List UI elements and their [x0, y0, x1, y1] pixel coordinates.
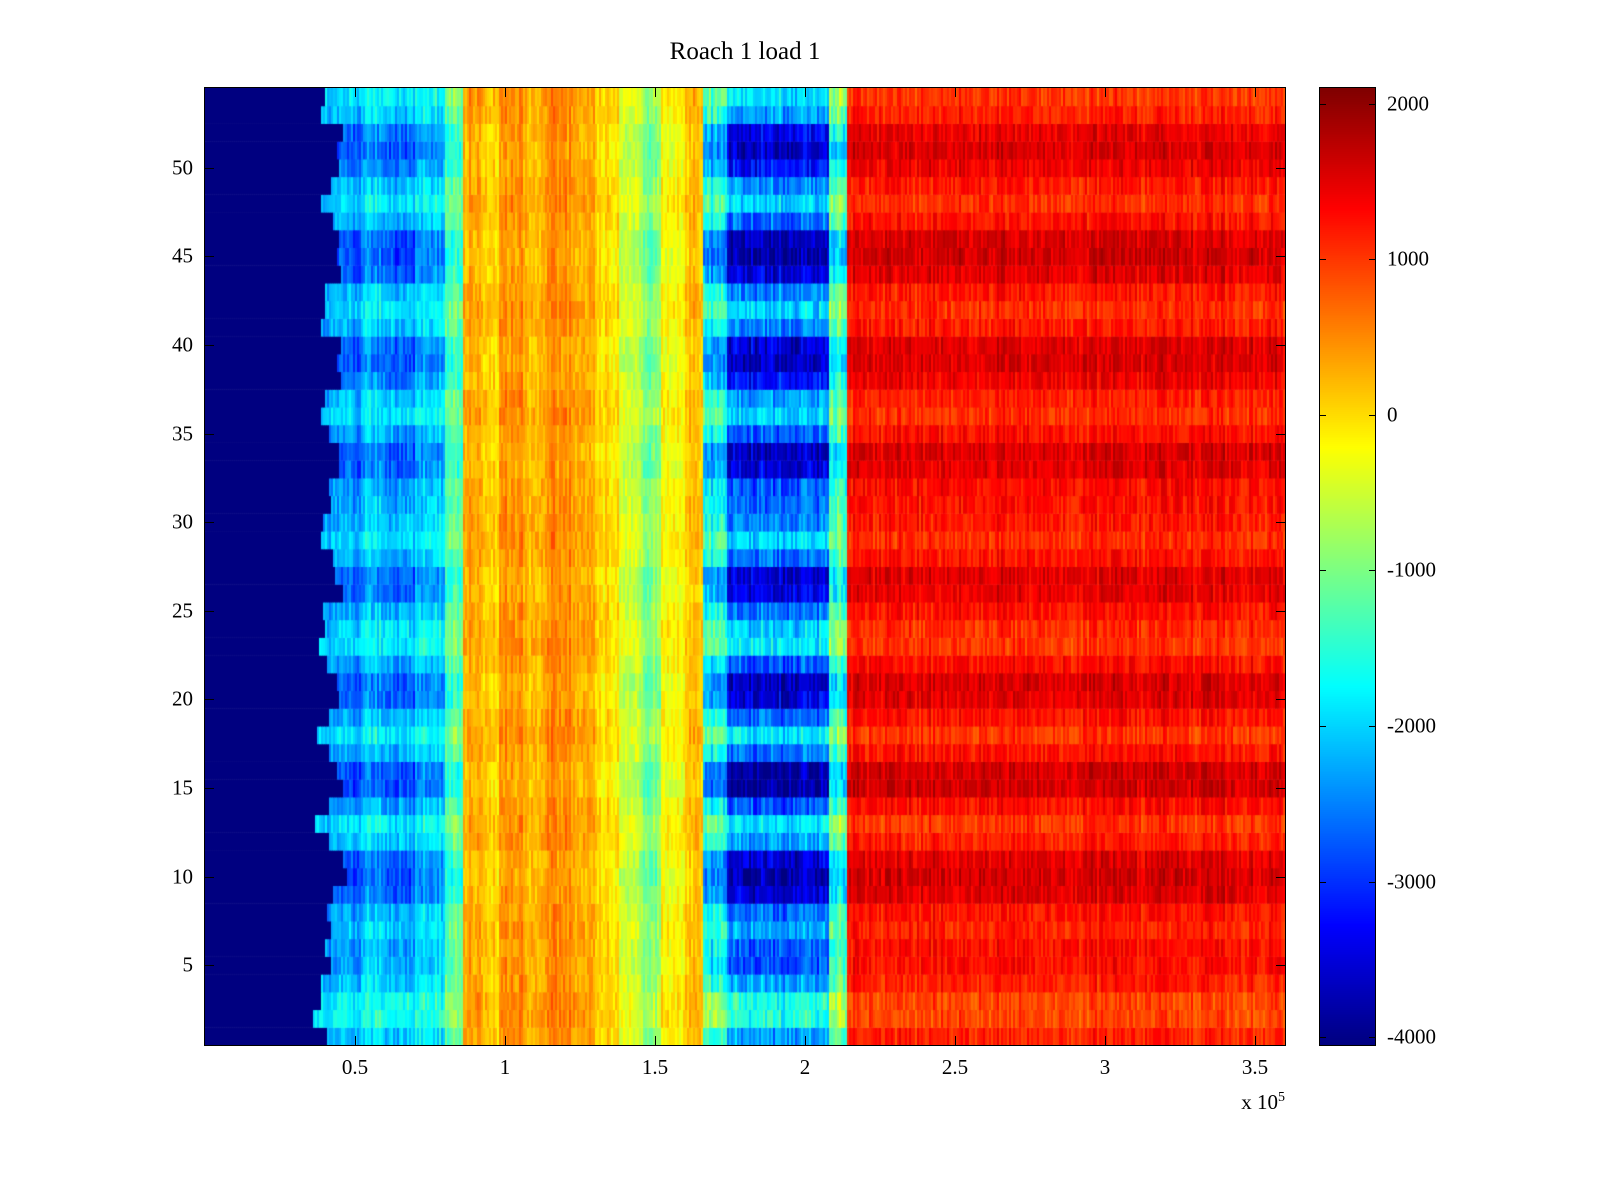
y-tick [1276, 699, 1285, 701]
x-tick [355, 88, 356, 97]
colorbar-tick [1320, 103, 1326, 105]
colorbar-tick-label: -2000 [1387, 713, 1436, 738]
y-tick [205, 256, 214, 258]
y-tick-label: 20 [172, 686, 193, 711]
x-tick [355, 1036, 356, 1045]
y-tick [1276, 876, 1285, 878]
colorbar-tick [1320, 570, 1326, 572]
colorbar-tick [1369, 881, 1375, 883]
x-tick-label: 1.5 [641, 1055, 669, 1079]
y-tick-label: 15 [172, 775, 193, 800]
colorbar-tick-label: 1000 [1387, 246, 1429, 271]
colorbar-canvas [1320, 88, 1375, 1045]
y-tick [205, 699, 214, 701]
colorbar-tick [1320, 726, 1326, 727]
x-tick-label: 1 [499, 1055, 511, 1079]
y-tick [1276, 167, 1285, 169]
x-axis-exponent: x 105 [1241, 1090, 1285, 1115]
heatmap-canvas [205, 88, 1285, 1045]
colorbar-tick [1320, 259, 1326, 261]
colorbar-tick-label: 2000 [1387, 91, 1429, 116]
y-tick [205, 876, 214, 878]
x-tick [955, 1036, 956, 1045]
y-tick [205, 610, 214, 612]
x-tick-label: 0.5 [341, 1055, 369, 1079]
y-tick [205, 167, 214, 169]
y-tick-label: 50 [172, 155, 193, 180]
y-tick [205, 965, 214, 967]
x-tick-label: 2.5 [941, 1055, 969, 1079]
x-exponent-value: 5 [1278, 1090, 1285, 1105]
plot-border [204, 87, 1286, 1046]
y-tick-label: 35 [172, 421, 193, 446]
colorbar-tick [1369, 726, 1375, 727]
y-tick-label: 5 [182, 952, 194, 977]
colorbar-tick-label: 0 [1387, 402, 1398, 427]
y-tick [1276, 788, 1285, 790]
y-tick [1276, 610, 1285, 612]
y-tick [1276, 256, 1285, 258]
colorbar-tick [1369, 414, 1375, 416]
colorbar-tick [1369, 1037, 1375, 1039]
y-tick [1276, 522, 1285, 524]
colorbar-tick-label: -3000 [1387, 869, 1436, 894]
colorbar-tick [1369, 570, 1375, 572]
colorbar-tick [1320, 414, 1326, 416]
colorbar-tick-label: -4000 [1387, 1024, 1436, 1049]
colorbar-tick [1369, 259, 1375, 261]
x-tick [955, 88, 956, 97]
y-tick-label: 40 [172, 332, 193, 357]
y-tick [205, 788, 214, 790]
x-tick-label: 3.5 [1241, 1055, 1269, 1079]
y-tick [205, 344, 214, 346]
y-tick [1276, 344, 1285, 346]
x-exponent-prefix: x 10 [1241, 1090, 1278, 1114]
x-tick [505, 88, 506, 97]
x-tick-label: 3 [1099, 1055, 1111, 1079]
x-tick [1255, 1036, 1256, 1045]
x-tick [805, 1036, 806, 1045]
x-tick-label: 2 [799, 1055, 811, 1079]
x-tick [655, 1036, 656, 1045]
colorbar-border [1319, 87, 1376, 1046]
y-tick-label: 25 [172, 598, 193, 623]
x-tick [505, 1036, 506, 1045]
x-tick [1105, 1036, 1106, 1045]
y-tick-label: 45 [172, 243, 193, 268]
chart-title: Roach 1 load 1 [669, 38, 821, 65]
x-tick [1105, 88, 1106, 97]
y-tick [1276, 433, 1285, 435]
x-tick [655, 88, 656, 97]
y-tick [205, 522, 214, 524]
y-tick [205, 433, 214, 435]
y-tick [1276, 965, 1285, 967]
colorbar-tick [1369, 103, 1375, 105]
colorbar-tick [1320, 1037, 1326, 1039]
x-tick [1255, 88, 1256, 97]
colorbar-tick [1320, 881, 1326, 883]
colorbar-tick-label: -1000 [1387, 557, 1436, 582]
y-tick-label: 30 [172, 509, 193, 534]
y-tick-label: 10 [172, 864, 193, 889]
x-tick [805, 88, 806, 97]
